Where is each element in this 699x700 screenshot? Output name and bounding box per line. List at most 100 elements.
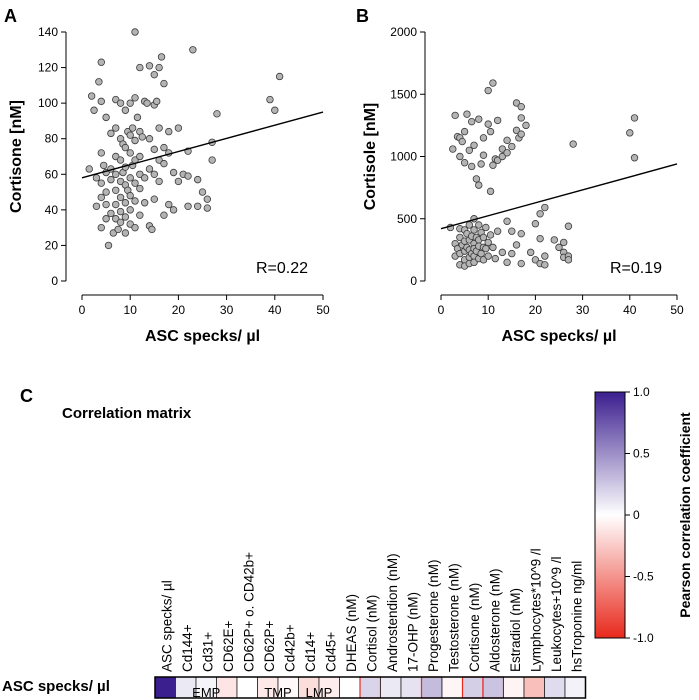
colorbar-gradient-rect (594, 391, 626, 639)
data-point (116, 156, 125, 164)
heatmap-column-label: Cortisol (nM) (364, 595, 379, 672)
data-point (522, 121, 530, 130)
data-point (486, 127, 495, 136)
data-point (203, 195, 212, 203)
data-point (150, 195, 158, 203)
heatmap-column-label: Lymphocytes*10^9 /l (528, 548, 543, 672)
data-point (107, 129, 115, 138)
data-point (470, 226, 478, 234)
heatmap-column-label: Progesterone (nM) (426, 559, 441, 672)
data-point (555, 243, 563, 252)
data-point (536, 234, 544, 243)
y-tick-label: 2000 (390, 25, 417, 39)
data-point (503, 258, 511, 267)
heatmap-column-label: Cd31+ (200, 632, 215, 672)
heatmap-column-label: Estradiol (nM) (508, 588, 523, 672)
data-point (145, 165, 154, 173)
data-point (126, 174, 134, 182)
x-tick-label: 0 (79, 303, 86, 317)
data-point (150, 70, 158, 79)
data-point (503, 136, 511, 145)
data-point (116, 218, 125, 227)
heatmap-cell (503, 676, 525, 699)
data-point (470, 258, 478, 267)
x-tick-label: 50 (670, 303, 684, 317)
data-point (482, 244, 490, 253)
heatmap-row-label: ASC specks/ µl (2, 678, 110, 695)
heatmap-cell (420, 676, 443, 699)
panel-c-letter: C (20, 386, 33, 406)
data-point (133, 113, 142, 122)
heatmap-cell (339, 676, 361, 699)
y-tick-label: 20 (45, 238, 59, 252)
data-point (121, 143, 130, 152)
data-point (451, 111, 459, 120)
data-point (126, 191, 134, 200)
y-tick-label: 500 (397, 212, 417, 226)
data-point (491, 254, 499, 263)
correlation-annotation: R=0.19 (610, 260, 662, 277)
data-point (472, 175, 481, 183)
colorbar-tick-label: -1.0 (633, 631, 654, 645)
data-point (271, 106, 279, 114)
data-point (630, 154, 639, 162)
data-point (486, 187, 495, 196)
data-point (498, 248, 507, 257)
data-point (126, 149, 134, 157)
data-point (112, 124, 120, 132)
colorbar-tick-label: -0.5 (633, 570, 654, 584)
data-point (266, 95, 274, 104)
data-point (97, 193, 105, 202)
panel-b-letter: B (356, 6, 369, 26)
x-tick-label: 10 (124, 303, 138, 317)
data-point (198, 188, 207, 196)
data-point (531, 256, 540, 264)
heatmap-border (154, 676, 587, 699)
heatmap-column-label: hsTroponine ng/ml (569, 561, 584, 672)
y-tick-label: 40 (45, 203, 59, 217)
data-point (184, 202, 192, 210)
data-point (131, 28, 139, 36)
correlation-heatmap: ASC specks/ µl Cd144+ Cd31+ CD62E+ CD62P+ o.… (154, 548, 587, 700)
data-point (517, 259, 525, 268)
data-point (126, 99, 134, 107)
data-point (140, 174, 149, 182)
data-point (131, 197, 139, 205)
data-point (475, 221, 483, 229)
heatmap-column-label: ASC specks/ µl (159, 580, 174, 672)
data-point (116, 207, 125, 216)
regression-line (81, 111, 324, 179)
data-point (92, 174, 101, 182)
data-point (112, 170, 120, 178)
group-label: TMP (264, 685, 291, 700)
data-point (458, 137, 466, 146)
data-point (475, 115, 483, 123)
heatmap-column-label: Testosterone (nM) (446, 563, 461, 672)
data-point (107, 209, 115, 218)
data-point (564, 256, 573, 264)
data-point (484, 252, 492, 260)
data-point (128, 124, 137, 132)
data-point (126, 131, 134, 139)
data-point (479, 134, 488, 142)
x-tick-label: 40 (268, 303, 282, 317)
data-point (541, 252, 549, 260)
data-point (213, 110, 221, 118)
data-point (90, 106, 98, 114)
data-point (97, 179, 105, 187)
data-point (138, 133, 146, 141)
heatmap-column-label: Cd144+ (180, 624, 195, 672)
data-point (114, 225, 122, 234)
data-point (475, 181, 483, 189)
heatmap-cell (461, 676, 484, 699)
regression-line (440, 163, 678, 230)
data-point (275, 72, 284, 81)
data-point (484, 86, 492, 95)
data-point (467, 162, 476, 171)
data-point (102, 215, 110, 223)
data-point (121, 229, 130, 237)
data-point (536, 210, 544, 218)
data-point (150, 145, 158, 154)
data-point (517, 114, 525, 122)
data-point (493, 227, 502, 235)
